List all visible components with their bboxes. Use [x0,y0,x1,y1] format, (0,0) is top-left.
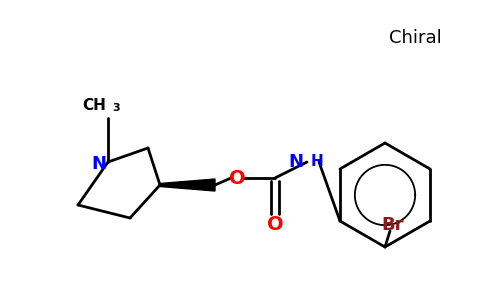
Text: N: N [91,155,106,173]
Text: Br: Br [382,216,404,234]
Text: H: H [311,154,324,169]
Text: O: O [228,169,245,188]
Text: CH: CH [82,98,106,112]
Text: 3: 3 [112,103,120,113]
Text: Chiral: Chiral [389,29,441,47]
Polygon shape [160,179,215,191]
Text: N: N [288,153,303,171]
Text: O: O [267,214,283,233]
